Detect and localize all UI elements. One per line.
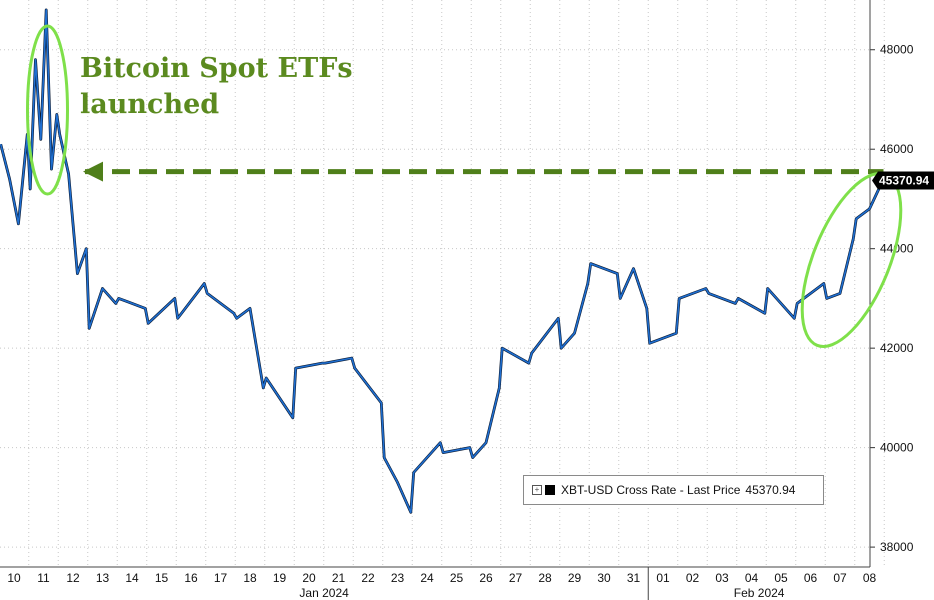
x-tick-label: 27	[509, 571, 523, 585]
x-tick-label: 11	[37, 571, 50, 585]
price-line	[0, 9, 884, 514]
highlight-ellipse-launch	[26, 24, 69, 196]
y-tick-label: 42000	[880, 341, 914, 355]
x-tick-label: 05	[774, 571, 788, 585]
legend: + XBT-USD Cross Rate - Last Price 45370.…	[523, 475, 824, 505]
x-tick-label: 13	[96, 571, 110, 585]
x-tick-label: 23	[391, 571, 405, 585]
x-tick-label: 20	[302, 571, 316, 585]
x-tick-label: 03	[715, 571, 729, 585]
x-tick-label: 08	[863, 571, 877, 585]
y-tick-label: 48000	[880, 43, 914, 57]
x-tick-label: 19	[273, 571, 287, 585]
y-tick-label: 46000	[880, 142, 914, 156]
x-tick-label: 10	[7, 571, 21, 585]
x-tick-label: 18	[243, 571, 257, 585]
month-label: Feb 2024	[734, 586, 785, 600]
y-tick-label: 38000	[880, 540, 914, 554]
x-tick-label: 25	[450, 571, 464, 585]
x-tick-label: 04	[745, 571, 759, 585]
x-tick-label: 15	[155, 571, 169, 585]
x-tick-label: 01	[656, 571, 670, 585]
x-axis: 10 11 12 13 14 15 16 17 18 19 20 21 22 23 24 25 26 27 28 29…	[0, 566, 877, 600]
x-tick-label: 12	[66, 571, 80, 585]
annotation-line-1: Bitcoin Spot ETFs	[80, 53, 353, 84]
x-tick-label: 26	[479, 571, 493, 585]
x-tick-label: 30	[597, 571, 611, 585]
x-tick-label: 14	[125, 571, 139, 585]
x-tick-label: 02	[686, 571, 700, 585]
annotation-line-2: launched	[80, 89, 219, 120]
last-price-tag: 45370.94	[872, 171, 934, 190]
x-tick-label: 16	[184, 571, 198, 585]
y-tick-label: 40000	[880, 441, 914, 455]
legend-swatch	[545, 485, 555, 495]
x-tick-label: 24	[420, 571, 434, 585]
x-tick-label: 22	[361, 571, 375, 585]
legend-value: 45370.94	[745, 483, 796, 497]
x-tick-label: 07	[833, 571, 847, 585]
last-price-value: 45370.94	[879, 173, 929, 187]
grid	[0, 0, 885, 567]
month-label: Jan 2024	[299, 586, 349, 600]
x-tick-label: 17	[214, 571, 228, 585]
x-tick-label: 28	[538, 571, 552, 585]
x-tick-label: 06	[804, 571, 818, 585]
x-tick-label: 29	[568, 571, 582, 585]
x-tick-label: 21	[332, 571, 346, 585]
x-tick-label: 31	[627, 571, 641, 585]
legend-label: XBT-USD Cross Rate - Last Price	[561, 483, 741, 497]
plot-area	[0, 0, 870, 567]
expand-icon[interactable]: +	[532, 485, 542, 495]
